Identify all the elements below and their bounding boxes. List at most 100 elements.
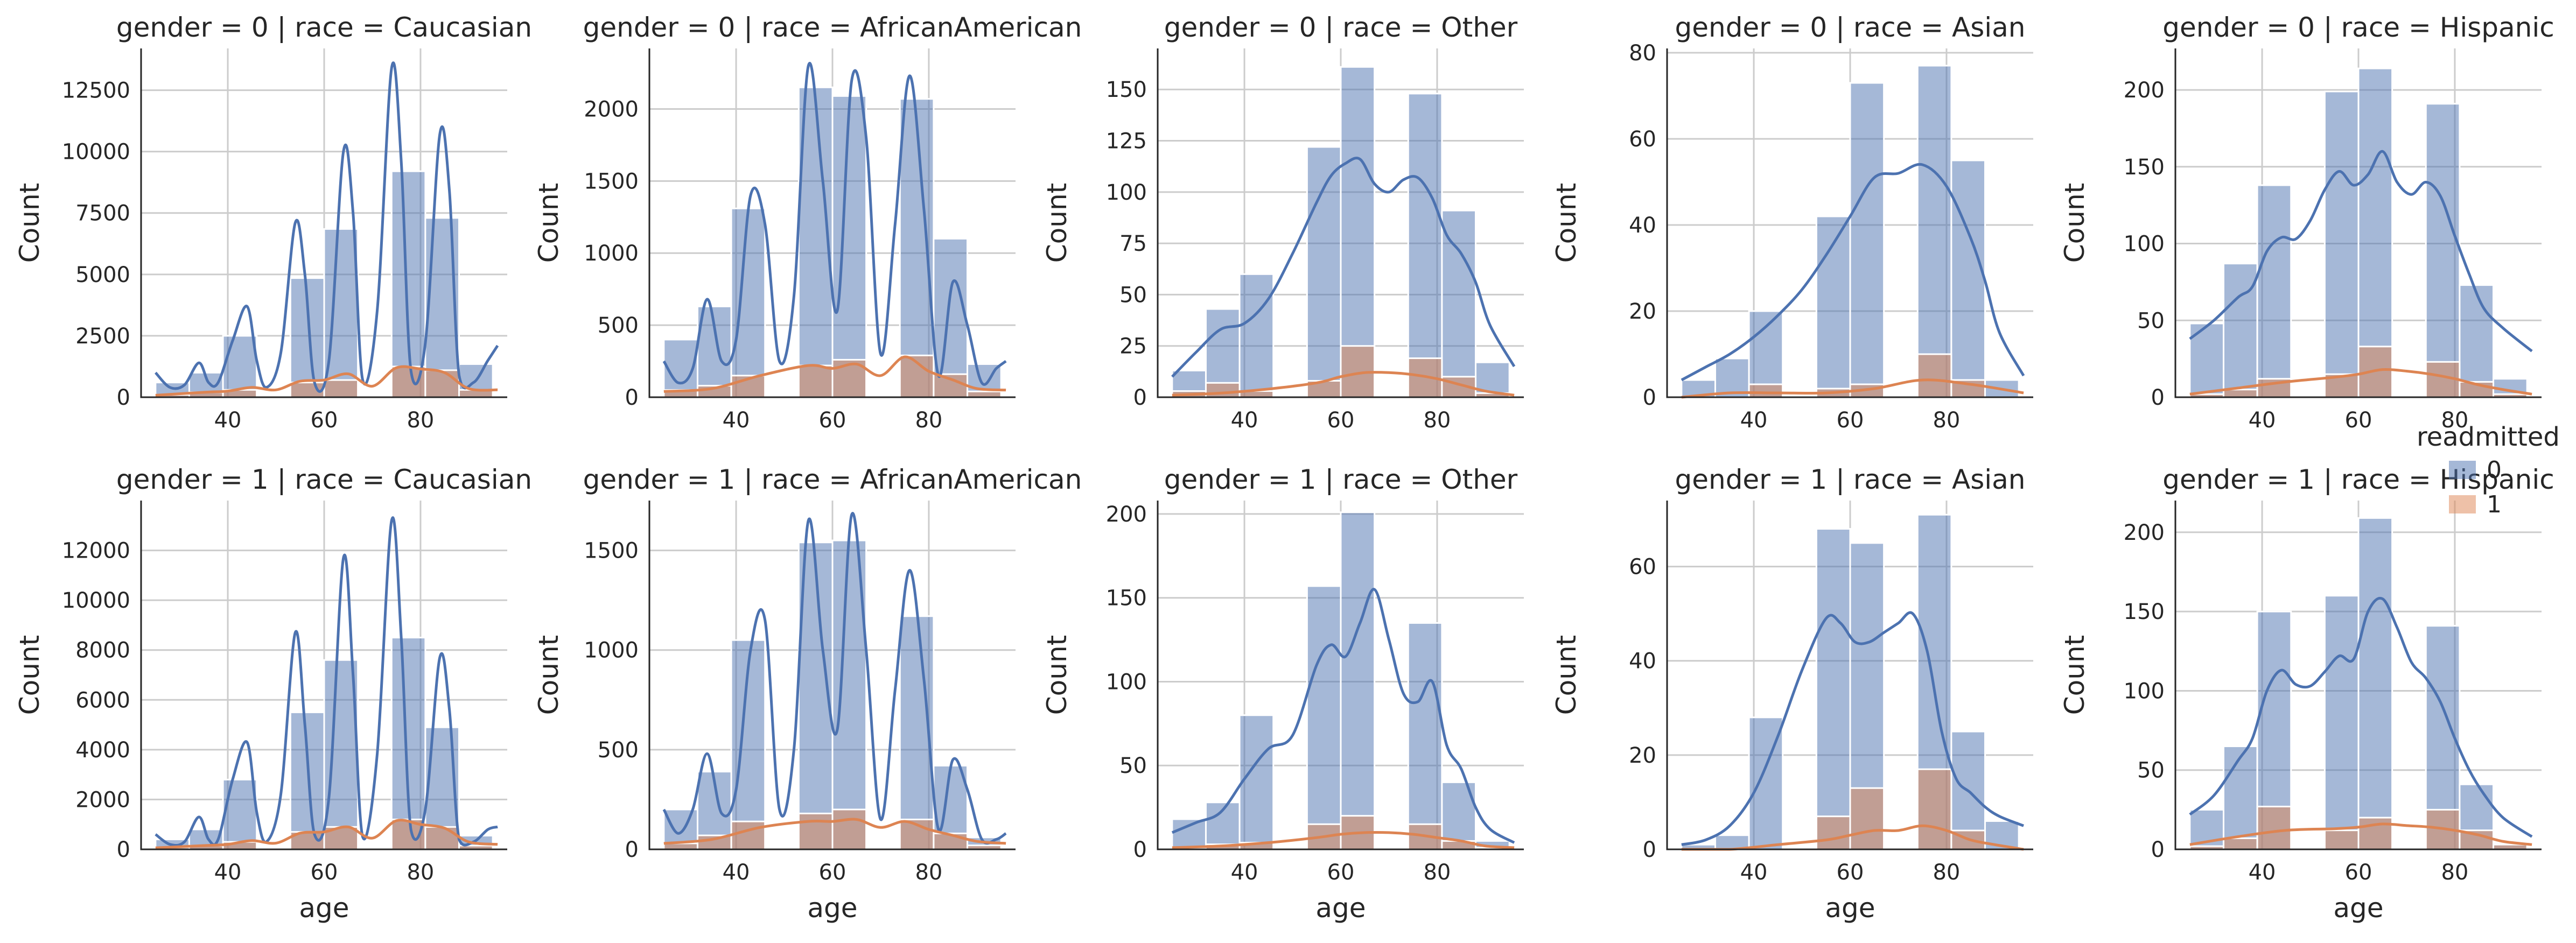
bar-readmitted-0 <box>899 98 935 398</box>
bar-readmitted-0 <box>222 778 258 850</box>
kde-line-readmitted-1 <box>2189 822 2532 846</box>
y-axis-label: Count <box>1041 183 1073 263</box>
y-tick-label: 100 <box>2124 679 2165 703</box>
bar-readmitted-0 <box>390 170 426 398</box>
bar-readmitted-0 <box>1407 622 1443 850</box>
x-tick-label: 80 <box>915 408 942 433</box>
bar-readmitted-1 <box>1916 353 1952 398</box>
x-tick-label: 80 <box>2441 408 2468 433</box>
bar-readmitted-0 <box>1340 511 1376 850</box>
panel-7: 0 50 100 150 200 40 60 80 gender = 1 | race = Ot… <box>1041 464 1524 924</box>
y-tick-label: 500 <box>598 738 639 763</box>
panel-9: 0 50 100 150 200 40 60 80 gender = 1 | race = Hi… <box>2059 464 2554 924</box>
bar-readmitted-0 <box>2357 517 2393 850</box>
y-axis-label: Count <box>2059 183 2090 263</box>
bar-readmitted-0 <box>730 207 766 398</box>
panel-5: 0 2000 4000 6000 8000 10000 12000 40 60 80 gender … <box>14 464 532 924</box>
y-tick-label: 50 <box>2137 308 2165 333</box>
bar-readmitted-1 <box>2323 829 2360 850</box>
kde-line-readmitted-0 <box>662 62 1007 386</box>
bar-readmitted-1 <box>1815 815 1851 850</box>
x-tick-label: 40 <box>723 860 750 885</box>
y-tick-label: 100 <box>1106 670 1147 694</box>
x-tick-label: 40 <box>214 408 242 433</box>
x-tick-label: 40 <box>723 408 750 433</box>
y-tick-label: 0 <box>1643 838 1656 862</box>
bar-readmitted-0 <box>1441 209 1477 398</box>
panel-title: gender = 1 | race = Caucasian <box>116 464 532 495</box>
y-tick-label: 10000 <box>62 140 130 165</box>
y-axis-label: Count <box>1041 635 1073 715</box>
x-tick-label: 60 <box>2345 860 2372 885</box>
y-axis-label: Count <box>14 635 45 715</box>
x-axis-label: age <box>807 892 857 924</box>
kde-line-readmitted-1 <box>1681 378 2024 399</box>
y-tick-label: 0 <box>625 385 639 410</box>
y-tick-label: 40 <box>1629 649 1656 674</box>
panel-2: 0 25 50 75 100 125 150 40 60 80 gender = 0 | race … <box>1041 12 1524 433</box>
bar-readmitted-1 <box>424 369 460 398</box>
bar-readmitted-0 <box>1306 146 1342 398</box>
axis-spine <box>648 48 1016 398</box>
kde-line-readmitted-0 <box>1681 611 2025 846</box>
y-tick-label: 80 <box>1629 41 1656 66</box>
panel-0: 0 2500 5000 7500 10000 12500 40 60 80 gender = 0 … <box>14 12 532 433</box>
y-tick-label: 0 <box>117 838 130 862</box>
kde-line-readmitted-1 <box>1681 824 2024 851</box>
y-tick-label: 0 <box>625 838 639 862</box>
legend-swatch-0 <box>2449 461 2476 479</box>
bar-readmitted-0 <box>289 711 325 850</box>
x-tick-label: 80 <box>1933 408 1960 433</box>
panel-title: gender = 0 | race = Asian <box>1675 12 2026 43</box>
kde-line-readmitted-1 <box>1172 371 1515 397</box>
x-tick-label: 80 <box>1933 860 1960 885</box>
bar-readmitted-1 <box>1205 382 1241 398</box>
x-tick-label: 80 <box>1423 860 1451 885</box>
bar-readmitted-1 <box>797 812 834 850</box>
bar-readmitted-1 <box>1916 768 1952 850</box>
bar-readmitted-0 <box>2256 184 2292 398</box>
bar-readmitted-0 <box>1849 82 1885 398</box>
axis-spine <box>648 501 1016 850</box>
y-tick-label: 8000 <box>75 638 130 663</box>
panel-title: gender = 0 | race = Hispanic <box>2162 12 2554 43</box>
kde-line-readmitted-1 <box>155 819 498 849</box>
kde-line-readmitted-1 <box>663 818 1006 845</box>
y-axis-label: Count <box>14 183 45 263</box>
legend-swatch-1 <box>2449 495 2476 513</box>
y-tick-label: 200 <box>2124 520 2165 545</box>
bar-readmitted-0 <box>1815 528 1851 850</box>
bar-readmitted-1 <box>424 826 460 850</box>
bar-readmitted-1 <box>2256 805 2292 850</box>
bar-readmitted-1 <box>730 820 766 850</box>
x-axis-label: age <box>299 892 349 924</box>
x-tick-label: 60 <box>1837 408 1864 433</box>
panel-1: 0 500 1000 1500 2000 40 60 80 gender = 0 | race … <box>533 12 1082 433</box>
panel-title: gender = 1 | race = Hispanic <box>2162 464 2554 495</box>
y-axis-label: Count <box>533 183 564 263</box>
x-tick-label: 60 <box>1327 860 1355 885</box>
bar-readmitted-0 <box>1238 714 1275 850</box>
panel-6: 0 500 1000 1500 40 60 80 gender = 1 | race = Af… <box>533 464 1082 924</box>
bar-readmitted-1 <box>797 364 834 398</box>
bar-readmitted-1 <box>2222 389 2258 398</box>
kde-line-readmitted-1 <box>1172 831 1515 849</box>
y-tick-label: 200 <box>2124 78 2165 103</box>
axis-spine <box>1666 501 2033 850</box>
panel-8: 0 20 40 60 40 60 80 gender = 1 | race = Asian Co… <box>1551 464 2033 924</box>
y-axis-label: Count <box>2059 635 2090 715</box>
y-tick-label: 1500 <box>584 169 639 194</box>
kde-line-readmitted-0 <box>2189 150 2533 353</box>
y-tick-label: 200 <box>1106 502 1147 527</box>
kde-line-readmitted-0 <box>662 512 1007 845</box>
y-tick-label: 150 <box>2124 600 2165 624</box>
kde-line-readmitted-0 <box>2189 596 2533 838</box>
y-tick-label: 500 <box>598 313 639 338</box>
axis-spine <box>1666 48 2033 398</box>
panel-title: gender = 0 | race = AfricanAmerican <box>583 12 1082 43</box>
kde-line-readmitted-1 <box>663 355 1006 393</box>
y-tick-label: 75 <box>1119 231 1147 256</box>
bar-readmitted-0 <box>323 228 359 398</box>
y-axis-label: Count <box>1551 183 1582 263</box>
